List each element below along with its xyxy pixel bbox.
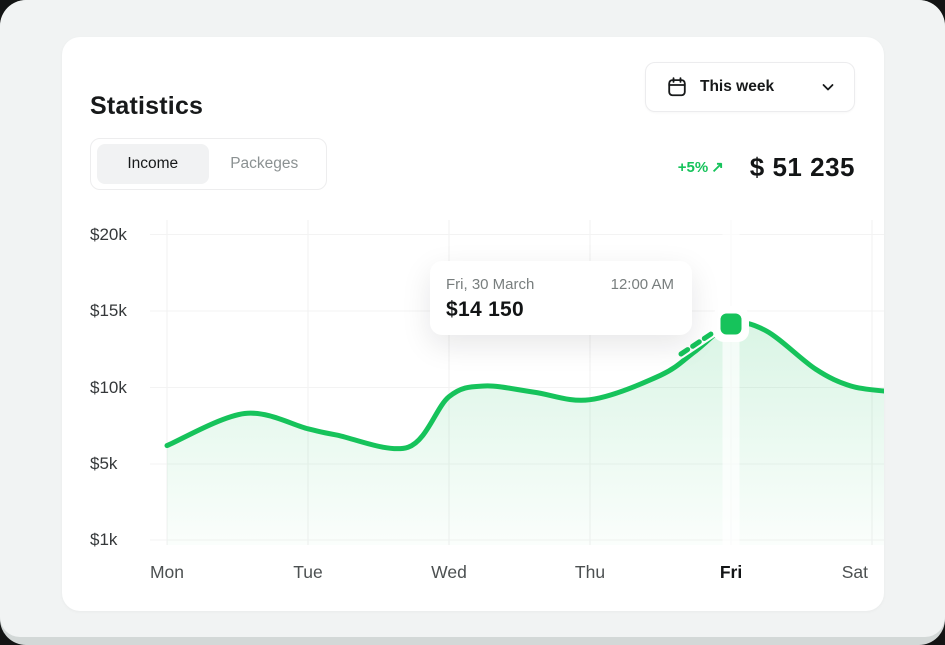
period-selector[interactable]: This week (645, 62, 855, 112)
tab-packeges[interactable]: Packeges (230, 155, 299, 172)
statistics-card: Statistics This week Income Packeges (62, 37, 884, 611)
summary-row: +5% ↗ $ 51 235 (582, 149, 855, 185)
x-axis-tick-label-tue: Tue (293, 562, 323, 582)
active-column-highlight (722, 220, 740, 545)
y-axis-tick-label: $15k (90, 301, 127, 320)
tab-income[interactable]: Income (97, 144, 209, 184)
change-value: +5% (677, 158, 709, 176)
total-amount: $ 51 235 (749, 151, 855, 182)
x-axis-tick-label-mon: Mon (149, 562, 185, 582)
trend-up-arrow-icon: ↗ (711, 159, 724, 176)
active-point-marker[interactable] (720, 313, 742, 335)
chart-type-tabs: Income Packeges (90, 138, 327, 190)
income-area-chart[interactable] (62, 215, 884, 555)
area-fill (167, 322, 884, 545)
y-axis-tick-label: $5k (90, 454, 118, 473)
income-line (164, 320, 884, 452)
page-title: Statistics (90, 92, 204, 120)
tooltip-value: $14 150 (446, 298, 525, 321)
tooltip-date: Fri, 30 March (446, 276, 535, 293)
calendar-icon (666, 76, 688, 98)
y-axis-tick-label: $10k (90, 377, 127, 397)
chevron-down-icon (820, 79, 836, 95)
y-axis-tick-label: $1k (90, 530, 118, 549)
hover-dashed-segment (678, 329, 717, 357)
change-badge: +5% ↗ (677, 158, 724, 177)
x-axis-tick-label-thu: Thu (574, 562, 606, 582)
chart-tooltip: Fri, 30 March 12:00 AM $14 150 (430, 261, 692, 335)
period-selector-label: This week (700, 78, 775, 95)
x-axis-tick-label-sat: Sat (841, 562, 868, 582)
y-axis-tick-label: $20k (90, 224, 127, 244)
x-axis-tick-label-fri: Fri (719, 562, 743, 582)
tooltip-time: 12:00 AM (610, 276, 674, 293)
x-axis-tick-label-wed: Wed (431, 562, 467, 582)
